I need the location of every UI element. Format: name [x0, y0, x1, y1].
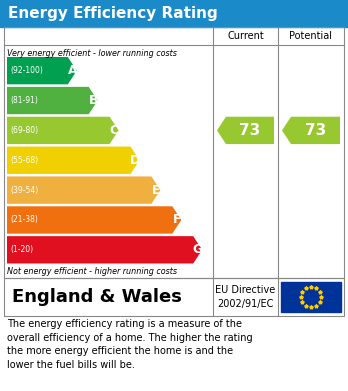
- Text: A: A: [68, 64, 77, 77]
- Text: 73: 73: [305, 123, 326, 138]
- Text: The energy efficiency rating is a measure of the
overall efficiency of a home. T: The energy efficiency rating is a measur…: [7, 319, 253, 370]
- Text: England & Wales: England & Wales: [12, 288, 182, 306]
- Bar: [281, 282, 341, 312]
- Text: (69-80): (69-80): [10, 126, 38, 135]
- Bar: [0, 0, 348, 27]
- Polygon shape: [7, 236, 202, 264]
- Text: Potential: Potential: [290, 31, 332, 41]
- Text: (55-68): (55-68): [10, 156, 38, 165]
- Polygon shape: [7, 147, 140, 174]
- Text: (81-91): (81-91): [10, 96, 38, 105]
- Text: 73: 73: [239, 123, 261, 138]
- Polygon shape: [7, 206, 181, 234]
- Polygon shape: [7, 176, 160, 204]
- Text: (39-54): (39-54): [10, 186, 38, 195]
- Text: (92-100): (92-100): [10, 66, 43, 75]
- Text: Not energy efficient - higher running costs: Not energy efficient - higher running co…: [7, 267, 177, 276]
- Text: B: B: [88, 94, 98, 107]
- Polygon shape: [7, 87, 98, 114]
- Bar: [4, 278, 344, 316]
- Text: EU Directive
2002/91/EC: EU Directive 2002/91/EC: [215, 285, 276, 308]
- Text: (1-20): (1-20): [10, 245, 33, 254]
- Polygon shape: [282, 117, 340, 144]
- Text: Current: Current: [227, 31, 264, 41]
- Bar: [4, 27, 344, 278]
- Text: E: E: [152, 184, 160, 197]
- Text: D: D: [130, 154, 140, 167]
- Polygon shape: [217, 117, 274, 144]
- Polygon shape: [7, 57, 77, 84]
- Text: Very energy efficient - lower running costs: Very energy efficient - lower running co…: [7, 49, 177, 58]
- Text: Energy Efficiency Rating: Energy Efficiency Rating: [8, 6, 218, 21]
- Text: (21-38): (21-38): [10, 215, 38, 224]
- Polygon shape: [7, 117, 119, 144]
- Text: F: F: [173, 213, 181, 226]
- Text: C: C: [110, 124, 119, 137]
- Text: G: G: [192, 243, 203, 256]
